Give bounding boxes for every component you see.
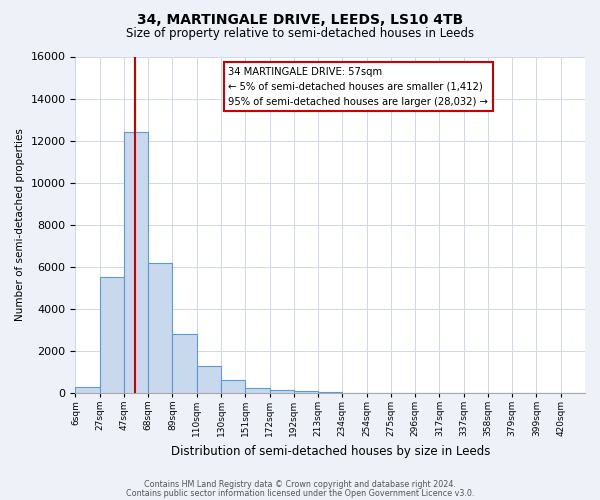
Text: Contains public sector information licensed under the Open Government Licence v3: Contains public sector information licen… [126,489,474,498]
Y-axis label: Number of semi-detached properties: Number of semi-detached properties [15,128,25,321]
Bar [269,390,294,393]
Bar [148,262,172,393]
X-axis label: Distribution of semi-detached houses by size in Leeds: Distribution of semi-detached houses by … [170,444,490,458]
Bar [124,132,148,393]
Text: Size of property relative to semi-detached houses in Leeds: Size of property relative to semi-detach… [126,28,474,40]
Bar [76,386,100,393]
Bar [221,380,245,393]
Text: 34, MARTINGALE DRIVE, LEEDS, LS10 4TB: 34, MARTINGALE DRIVE, LEEDS, LS10 4TB [137,12,463,26]
Bar [172,334,197,393]
Bar [245,388,269,393]
Bar [197,366,221,393]
Text: 34 MARTINGALE DRIVE: 57sqm
← 5% of semi-detached houses are smaller (1,412)
95% : 34 MARTINGALE DRIVE: 57sqm ← 5% of semi-… [228,66,488,107]
Bar [318,392,343,393]
Bar [100,277,124,393]
Text: Contains HM Land Registry data © Crown copyright and database right 2024.: Contains HM Land Registry data © Crown c… [144,480,456,489]
Bar [294,390,318,393]
